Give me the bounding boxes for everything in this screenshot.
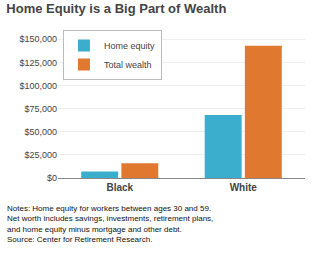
svg-text:$100,000: $100,000 bbox=[19, 81, 57, 91]
svg-text:$25,000: $25,000 bbox=[24, 150, 57, 160]
svg-text:$75,000: $75,000 bbox=[24, 104, 57, 114]
svg-text:$125,000: $125,000 bbox=[19, 58, 57, 68]
svg-text:White: White bbox=[230, 182, 258, 193]
svg-text:Notes: Home equity for workers: Notes: Home equity for workers between a… bbox=[7, 204, 213, 244]
svg-text:Home Equity is a Big Part of W: Home Equity is a Big Part of Wealth bbox=[6, 1, 226, 16]
svg-text:$0: $0 bbox=[47, 173, 57, 183]
svg-text:$150,000: $150,000 bbox=[19, 34, 57, 44]
svg-text:Total wealth: Total wealth bbox=[104, 60, 152, 70]
svg-text:Black: Black bbox=[106, 182, 133, 193]
svg-text:$50,000: $50,000 bbox=[24, 127, 57, 137]
svg-text:Home equity: Home equity bbox=[104, 41, 155, 51]
